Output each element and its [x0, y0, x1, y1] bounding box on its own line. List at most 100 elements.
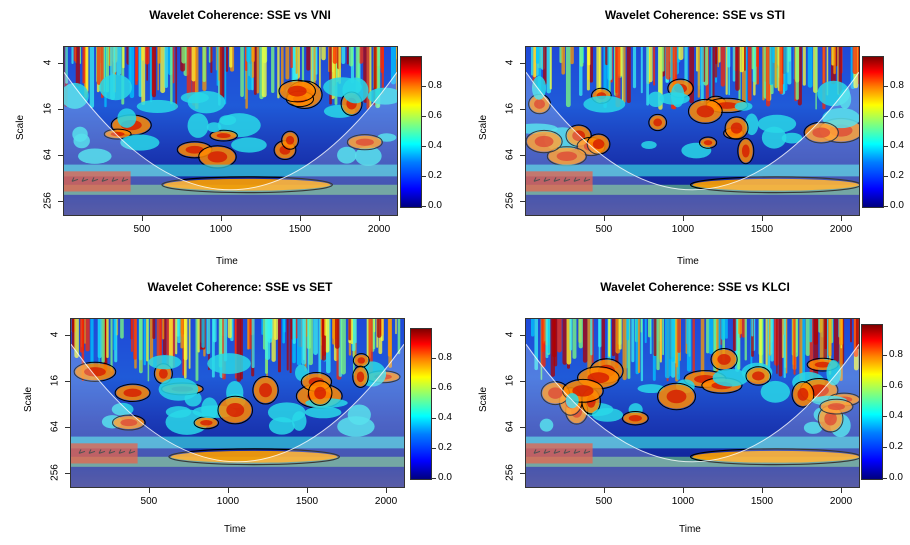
coherence-core [703, 140, 713, 146]
colorbar-tick-mark [432, 448, 436, 449]
coherence-streak [286, 319, 289, 371]
coherence-streak [779, 47, 784, 95]
y-tick-mark [58, 108, 63, 110]
cone-of-influence-shade [526, 344, 859, 487]
coherence-streak [307, 319, 310, 378]
coherence-streak [152, 319, 156, 339]
coherence-streak [225, 47, 229, 72]
significance-contour [698, 136, 718, 149]
x-tick-label: 2000 [829, 224, 853, 235]
coherence-streak [646, 47, 649, 106]
coherence-streak [96, 47, 102, 85]
significance-contour [103, 128, 132, 140]
x-axis-label: Time [679, 524, 701, 535]
coherence-streak [714, 47, 718, 78]
colorbar-tick-label: 0.4 [428, 140, 442, 151]
x-tick-mark [227, 488, 229, 493]
coherence-region [354, 146, 382, 166]
coherence-streak [659, 319, 662, 363]
coherence-region [170, 450, 338, 463]
coherence-core [259, 383, 272, 398]
coherence-streak [735, 319, 738, 358]
coherence-region [72, 126, 88, 142]
coherence-streak [216, 47, 219, 86]
coherence-streak [164, 47, 168, 88]
coherence-streak [640, 319, 643, 333]
coherence-streak [84, 319, 86, 344]
coherence-streak [751, 47, 754, 70]
coherence-streak [113, 319, 116, 351]
colorbar-tick-mark [422, 176, 426, 177]
coherence-region [295, 364, 308, 382]
coherence-core [717, 353, 731, 365]
y-tick-label: 64 [42, 148, 54, 160]
coherence-streak [570, 47, 574, 65]
coherence-streak [306, 47, 311, 71]
coherence-core [287, 85, 307, 97]
colorbar-tick-label: 0.6 [438, 382, 452, 393]
coherence-streak [735, 47, 740, 91]
y-tick-mark [520, 472, 525, 474]
coherence-region [148, 355, 182, 370]
coherence-streak [332, 47, 338, 64]
coherence-core [696, 105, 715, 118]
significance-contour [737, 137, 755, 165]
x-tick-label: 2000 [367, 224, 391, 235]
colorbar-tick-label: 0.8 [889, 348, 903, 360]
coherence-region [822, 108, 859, 129]
phase-arrow [553, 177, 561, 182]
coherence-streak [206, 319, 211, 355]
coherence-streak [589, 47, 594, 83]
coherence-streak [75, 47, 80, 87]
coherence-streak [778, 319, 783, 377]
coherence-streak [277, 47, 280, 99]
coherence-streak [172, 47, 175, 84]
coherence-streak [547, 319, 550, 354]
coherence-streak [717, 47, 720, 68]
coherence-streak [201, 319, 205, 348]
coherence-core [824, 411, 837, 426]
y-tick-label: 16 [49, 374, 61, 386]
colorbar-tick-mark [883, 478, 887, 479]
coherence-streak [340, 319, 346, 375]
coherence-core [814, 361, 831, 368]
coherence-heatmap [526, 319, 859, 487]
coherence-streak [656, 319, 660, 371]
significance-contour [168, 448, 340, 466]
coherence-streak [745, 47, 748, 109]
coherence-region [64, 82, 89, 109]
cone-of-influence-shade [526, 72, 859, 215]
coherence-streak [783, 319, 786, 378]
significance-contour [621, 410, 649, 426]
coherence-streak [665, 47, 671, 80]
colorbar-tick-mark [883, 385, 887, 387]
x-tick-label: 500 [595, 496, 613, 507]
coherence-core [827, 403, 845, 411]
coherence-region [163, 178, 331, 191]
plot-area [525, 318, 860, 488]
coherence-streak [188, 319, 191, 369]
y-tick-label: 4 [49, 331, 61, 338]
significance-contour [112, 414, 146, 431]
coherence-band [64, 164, 397, 177]
coherence-streak [541, 319, 545, 353]
coherence-region [304, 406, 342, 419]
y-tick-label: 256 [42, 191, 54, 209]
coherence-streak [533, 47, 537, 78]
coherence-streak [135, 47, 138, 86]
coherence-streak [799, 319, 803, 381]
coherence-streak [631, 319, 635, 363]
y-tick-label: 256 [504, 463, 516, 481]
x-tick-mark [761, 488, 763, 493]
colorbar-tick-mark [883, 416, 887, 418]
colorbar [861, 324, 883, 480]
coherence-streak [290, 47, 293, 69]
coherence-streak [647, 319, 652, 338]
coherence-streak [744, 319, 747, 361]
colorbar-tick-label: 0.4 [438, 412, 452, 423]
cone-of-influence [526, 343, 859, 463]
coherence-streak [181, 47, 187, 64]
x-tick-label: 1500 [288, 224, 312, 235]
coherence-core [534, 135, 554, 148]
chart-title: Wavelet Coherence: SSE vs VNI [149, 8, 331, 22]
